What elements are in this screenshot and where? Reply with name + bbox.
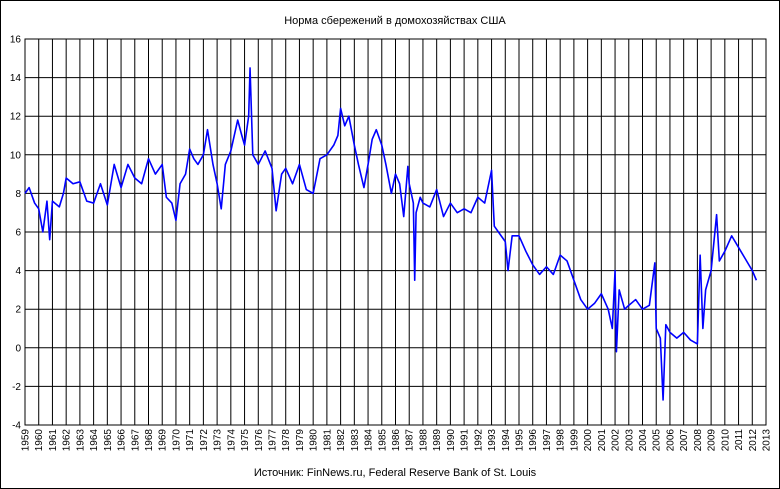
x-tick-label: 1994 [501,429,512,452]
x-tick-label: 1974 [226,429,237,452]
data-line [24,67,758,401]
x-tick-label: 2012 [748,429,759,452]
y-tick-label: 16 [10,35,22,46]
x-tick-label: 1991 [460,429,471,452]
x-tick-label: 2007 [679,429,690,452]
x-tick-label: 1985 [377,429,388,452]
x-tick-label: 1959 [21,429,32,452]
y-tick-label: 2 [15,305,21,316]
y-tick-label: -2 [12,382,21,393]
x-tick-label: 1988 [418,429,429,452]
x-tick-label: 1982 [336,429,347,452]
y-tick-label: -4 [12,421,21,432]
x-tick-label: 1990 [446,429,457,452]
x-tick-label: 2010 [720,429,731,452]
x-tick-label: 1975 [240,429,251,452]
source-note: Источник: FinNews.ru, Federal Reserve Ba… [254,467,537,479]
x-tick-label: 1971 [185,429,196,452]
chart-title: Норма сбережений в домохозяйствах США [284,15,506,27]
x-tick-label: 1961 [48,429,59,452]
x-tick-label: 2004 [638,429,649,452]
x-tick-label: 1999 [569,429,580,452]
x-tick-label: 1983 [350,429,361,452]
x-tick-label: 1989 [432,429,443,452]
y-tick-label: 10 [10,150,22,161]
x-tick-label: 1966 [117,429,128,452]
x-tick-label: 1981 [322,429,333,452]
x-tick-label: 1993 [487,429,498,452]
x-tick-label: 2008 [693,429,704,452]
y-tick-label: 12 [10,112,22,123]
x-tick-label: 1978 [281,429,292,452]
x-tick-label: 1965 [103,429,114,452]
y-tick-label: 8 [15,189,21,200]
y-tick-label: 6 [15,228,21,239]
x-tick-label: 1980 [309,429,320,452]
x-tick-label: 1995 [515,429,526,452]
x-tick-label: 1962 [62,429,73,452]
x-tick-label: 1987 [405,429,416,452]
x-tick-label: 2002 [611,429,622,452]
x-tick-label: 2000 [583,429,594,452]
x-tick-label: 1998 [556,429,567,452]
y-tick-label: 0 [15,343,21,354]
x-tick-label: 2009 [707,429,718,452]
x-tick-label: 1992 [473,429,484,452]
x-tick-label: 1976 [254,429,265,452]
x-tick-label: 2006 [665,429,676,452]
x-tick-label: 1963 [75,429,86,452]
x-tick-label: 2003 [624,429,635,452]
x-tick-label: 1972 [199,429,210,452]
x-tick-label: 2005 [652,429,663,452]
y-tick-label: 4 [15,266,21,277]
x-tick-label: 1996 [528,429,539,452]
x-tick-label: 2013 [762,429,773,452]
x-tick-label: 1979 [295,429,306,452]
x-tick-label: 1967 [130,429,141,452]
x-tick-label: 1968 [144,429,155,452]
x-tick-label: 1970 [171,429,182,452]
x-tick-label: 1997 [542,429,553,452]
x-tick-label: 2011 [734,429,745,451]
x-tick-label: 1969 [158,429,169,452]
x-tick-label: 1964 [89,429,100,452]
x-tick-label: 1986 [391,429,402,452]
x-tick-label: 1973 [213,429,224,452]
x-tick-label: 2001 [597,429,608,452]
x-tick-label: 1984 [364,429,375,452]
y-tick-label: 14 [10,73,22,84]
x-tick-label: 1977 [268,429,279,452]
x-tick-label: 1960 [34,429,45,452]
